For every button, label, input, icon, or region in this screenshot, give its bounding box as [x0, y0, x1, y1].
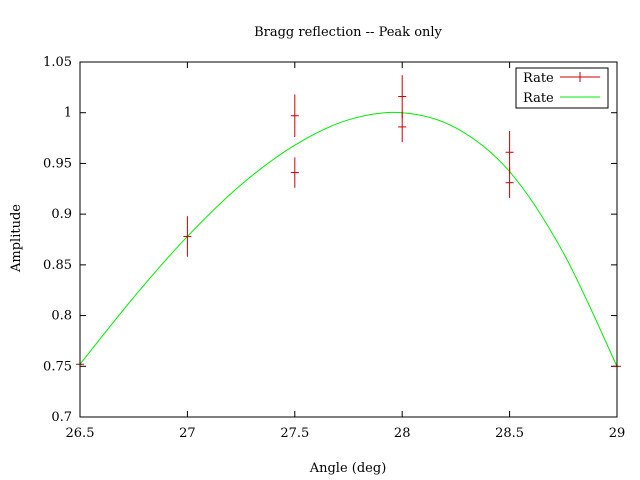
y-tick-label: 0.75: [43, 359, 72, 374]
y-tick-label: 0.8: [51, 309, 72, 324]
data-point: [398, 75, 407, 118]
x-tick-label: 28: [394, 426, 411, 441]
x-tick-label: 27.5: [280, 426, 309, 441]
x-axis-label: Angle (deg): [309, 461, 387, 476]
fit-line: [79, 111, 618, 367]
legend-box: [515, 67, 609, 109]
data-point: [505, 130, 514, 174]
plot-area: [76, 75, 621, 367]
y-tick-label: 1: [64, 106, 72, 121]
y-tick-label: 1.05: [43, 55, 72, 70]
axis-ticks: [79, 61, 618, 418]
y-axis-label: Amplitude: [9, 204, 24, 273]
data-point: [505, 167, 514, 198]
data-point: [183, 216, 192, 257]
plot-frame: [79, 61, 618, 418]
x-tick-label: 26.5: [66, 426, 95, 441]
y-tick-label: 0.85: [43, 258, 72, 273]
y-tick-label: 0.7: [51, 410, 72, 425]
series-rate-points: [76, 75, 621, 367]
axis-tick-labels: 26.5 27 27.5 28 28.5 29 0.7 0.75 0.8 0.85 0.9 0.95 1…: [43, 55, 625, 441]
series-rate-line: [79, 111, 618, 367]
chart-title: Bragg reflection -- Peak only: [254, 25, 442, 40]
legend: Rate Rate: [515, 67, 609, 109]
legend-label-points: Rate: [523, 71, 554, 86]
data-point: [398, 111, 407, 143]
x-tick-label: 27: [179, 426, 196, 441]
data-point: [290, 157, 299, 188]
y-tick-label: 0.95: [43, 156, 72, 171]
x-tick-label: 28.5: [495, 426, 524, 441]
data-point: [290, 94, 299, 138]
x-tick-label: 29: [609, 426, 626, 441]
y-tick-label: 0.9: [51, 207, 72, 222]
legend-label-line: Rate: [523, 91, 554, 106]
